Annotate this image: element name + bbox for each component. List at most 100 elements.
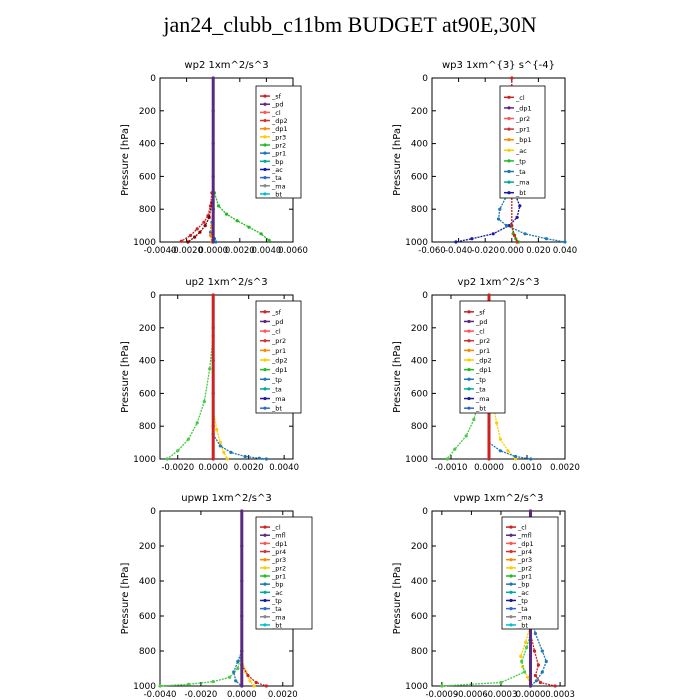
- data-point: [211, 240, 215, 244]
- legend-label: _ta: [517, 605, 528, 613]
- legend-marker: [509, 533, 513, 537]
- data-point: [211, 680, 215, 684]
- legend-label: _pr4: [517, 548, 532, 556]
- data-point: [240, 579, 244, 583]
- legend-marker: [467, 329, 471, 333]
- y-tick-label: 200: [411, 542, 428, 552]
- y-tick-label: 0: [150, 74, 156, 84]
- data-point: [211, 142, 215, 146]
- legend-marker: [509, 615, 513, 619]
- panel-title: vp2 1xm^2/s^3: [458, 277, 540, 288]
- data-point: [240, 649, 244, 653]
- data-point: [236, 666, 240, 671]
- legend-label: _tp: [515, 157, 526, 165]
- data-point: [240, 614, 244, 618]
- legend-label: _ta: [515, 168, 526, 176]
- y-tick-label: 600: [139, 389, 156, 399]
- legend-label: _ma: [475, 395, 490, 403]
- series-line-pr1: [212, 409, 228, 460]
- legend-marker: [263, 127, 267, 131]
- legend-label: _cl: [271, 524, 281, 532]
- y-tick-label: 1000: [405, 682, 428, 692]
- x-tick-label: -0.0020: [185, 690, 218, 700]
- data-point: [240, 684, 244, 688]
- legend-label: _pr2: [517, 564, 532, 572]
- legend-marker: [263, 615, 267, 619]
- data-point: [211, 457, 215, 461]
- legend-label: _cl: [271, 109, 281, 117]
- data-point: [267, 238, 271, 242]
- legend-marker: [509, 558, 513, 562]
- x-tick-label: -0.0040: [144, 246, 177, 256]
- legend-label: _tp: [475, 376, 486, 384]
- data-point: [232, 670, 236, 674]
- y-tick-label: 200: [139, 324, 156, 334]
- plot-frame: [431, 77, 566, 243]
- legend-label: _bt: [271, 190, 282, 198]
- panel-title: wp3 1xm^{3} s^{-4}: [442, 60, 555, 71]
- legend-label: _dp2: [475, 357, 492, 365]
- legend-label: _ma: [271, 182, 286, 190]
- data-point: [512, 233, 517, 237]
- legend-marker: [263, 582, 267, 586]
- data-point: [186, 240, 190, 244]
- y-tick-label: 600: [411, 612, 428, 622]
- data-point: [246, 673, 250, 678]
- data-point: [211, 174, 215, 178]
- legend-marker: [263, 319, 267, 324]
- x-tick-label: 0.000: [500, 246, 524, 256]
- legend-label: _bt: [271, 621, 282, 629]
- data-point: [202, 220, 206, 224]
- legend-label: _pr3: [271, 556, 286, 564]
- panel-title: upwp 1xm^2/s^3: [181, 493, 271, 504]
- x-tick-label: 0.0000: [198, 246, 228, 256]
- data-point: [525, 645, 529, 650]
- data-point: [176, 449, 180, 453]
- data-point: [533, 631, 538, 636]
- legend-label: _sf: [271, 308, 282, 316]
- legend-label: _pr1: [271, 573, 286, 581]
- data-point: [211, 293, 215, 297]
- legend-marker: [509, 574, 513, 578]
- legend-marker: [263, 310, 267, 314]
- data-point: [540, 670, 544, 674]
- legend-marker: [507, 148, 511, 152]
- data-point: [218, 444, 222, 448]
- data-point: [264, 684, 268, 688]
- series-line-pd: [209, 209, 214, 243]
- legend-label: _cl: [271, 328, 281, 336]
- data-point: [553, 684, 557, 688]
- page-title: jan24_clubb_c11bm BUDGET at90E,30N: [163, 12, 537, 37]
- legend-marker: [263, 94, 267, 98]
- data-point: [225, 457, 229, 461]
- legend-marker: [467, 368, 471, 372]
- legend-label: _pd: [475, 318, 488, 326]
- x-tick-label: 0.0040: [269, 463, 299, 473]
- legend-marker: [509, 541, 513, 545]
- legend-marker: [263, 549, 267, 554]
- data-point: [544, 237, 549, 241]
- data-point: [491, 232, 495, 236]
- data-point: [563, 240, 567, 244]
- legend-label: _ta: [271, 605, 282, 613]
- legend-marker: [263, 525, 267, 529]
- data-point: [523, 232, 527, 236]
- legend-label: _ac: [271, 166, 283, 174]
- legend-marker: [263, 167, 267, 172]
- x-tick-label: -0.0020: [170, 246, 203, 256]
- legend-label: _ac: [271, 589, 283, 597]
- data-point: [440, 684, 444, 688]
- x-tick-label: -0.020: [471, 246, 498, 256]
- data-point: [211, 359, 215, 363]
- legend-label: _pr2: [271, 564, 286, 572]
- legend-marker: [467, 310, 471, 314]
- legend-marker: [263, 368, 267, 372]
- y-tick-label: 1000: [133, 682, 156, 692]
- y-tick-label: 800: [139, 422, 156, 432]
- legend-label: _dp1: [515, 104, 532, 112]
- data-point: [487, 293, 491, 297]
- y-tick-label: 0: [150, 507, 156, 517]
- x-tick-label: 0.0020: [268, 690, 298, 700]
- data-point: [544, 659, 548, 664]
